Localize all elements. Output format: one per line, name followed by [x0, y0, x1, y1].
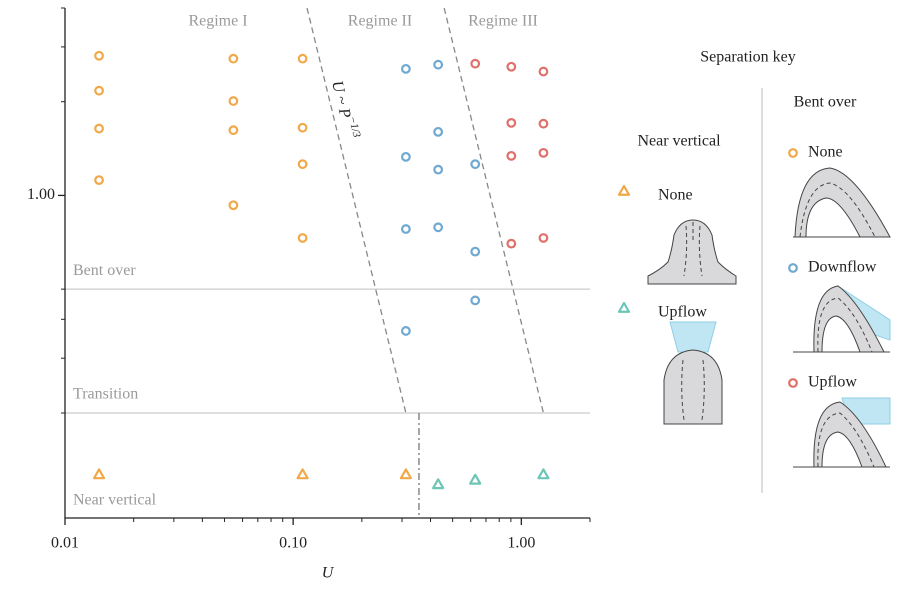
legend-marker — [788, 148, 798, 158]
plume-icon — [813, 285, 885, 353]
plume-icon — [813, 401, 887, 468]
data-point — [506, 150, 517, 161]
data-point — [470, 246, 481, 257]
regime-label: Regime III — [468, 13, 538, 30]
legend-group-title: Near vertical — [637, 133, 721, 150]
legend-marker — [788, 378, 798, 388]
data-point — [470, 159, 481, 170]
legend-marker — [617, 301, 631, 313]
data-point — [432, 478, 445, 490]
legend-label: None — [808, 144, 843, 161]
data-point — [538, 66, 549, 77]
data-point — [297, 159, 308, 170]
legend-label: Upflow — [808, 374, 857, 391]
data-point — [433, 59, 444, 70]
data-point — [538, 233, 549, 243]
data-point — [401, 63, 411, 74]
data-point — [401, 151, 411, 162]
regime-label: Regime II — [348, 13, 412, 30]
legend-icons — [647, 167, 891, 468]
data-point — [228, 96, 239, 106]
data-point — [94, 123, 104, 134]
data-point — [469, 473, 482, 485]
x-tick-label: 0.10 — [279, 535, 307, 552]
x-axis-label: U — [322, 565, 335, 582]
data-point — [296, 468, 309, 480]
legend-title: Separation key — [700, 49, 796, 66]
data-point — [399, 468, 413, 480]
data-point — [94, 50, 104, 61]
data-point — [94, 85, 104, 96]
plume-icon — [663, 349, 723, 425]
boundary-label: U ~ P−1/3 — [328, 78, 363, 141]
plume-icon — [647, 219, 737, 285]
data-point — [401, 326, 411, 336]
legend-marker — [788, 263, 798, 273]
upflow-jet — [669, 321, 717, 353]
data-point — [433, 222, 444, 233]
legend-label: Downflow — [808, 259, 877, 276]
y-tick-label: 1.00 — [27, 186, 55, 203]
legend-marker — [617, 184, 631, 196]
data-point — [433, 126, 444, 137]
regime-boundary — [306, 7, 407, 414]
data-point — [94, 175, 104, 186]
data-point — [92, 468, 106, 480]
legend-label: None — [658, 187, 693, 204]
data-point — [228, 200, 239, 211]
data-point — [297, 53, 308, 64]
boundary-label-main: U ~ P — [328, 79, 354, 120]
legend-group-title: Bent over — [794, 94, 857, 111]
x-tick-label: 0.01 — [51, 535, 79, 552]
regime-label: Regime I — [188, 13, 247, 30]
data-point — [297, 122, 308, 133]
boundary-annotation: U ~ P−1/3 — [328, 78, 363, 141]
data-point — [297, 233, 308, 243]
data-point — [506, 61, 517, 72]
data-point — [470, 58, 481, 69]
data-point — [506, 117, 517, 128]
data-point — [433, 164, 444, 175]
boundary-label-exp: −1/3 — [346, 115, 363, 139]
data-point — [537, 468, 550, 480]
data-point — [506, 238, 517, 249]
region-label: Transition — [73, 386, 138, 403]
data-point — [538, 118, 549, 129]
data-point — [470, 295, 481, 306]
legend-label: Upflow — [658, 304, 707, 321]
data-point — [228, 125, 239, 136]
regime-boundary — [443, 7, 545, 414]
region-label: Bent over — [73, 262, 136, 279]
data-point — [401, 224, 411, 234]
region-label: Near vertical — [73, 492, 157, 509]
data-point — [228, 53, 239, 64]
x-tick-label: 1.00 — [507, 535, 535, 552]
plume-icon — [794, 167, 891, 238]
data-point — [538, 147, 549, 158]
